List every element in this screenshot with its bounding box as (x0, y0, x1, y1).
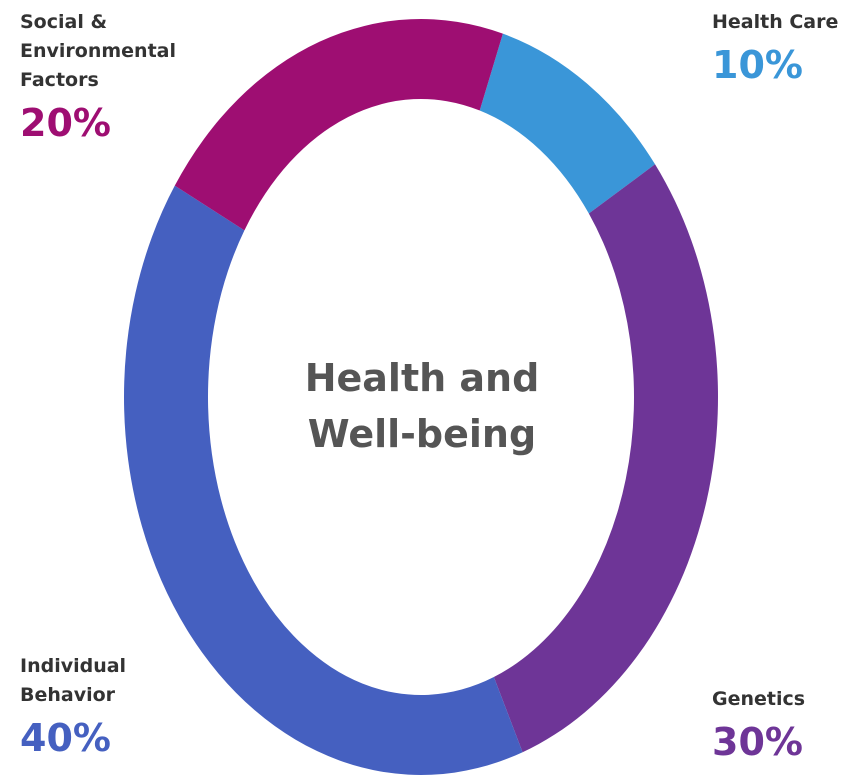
category-name: Social & Environmental Factors (20, 11, 176, 91)
category-name: Genetics (712, 688, 806, 710)
value-label: 20% (20, 101, 111, 145)
donut-segment (174, 19, 503, 231)
value-label: 10% (712, 43, 803, 87)
segment-label: Social & Environmental Factors 20% (20, 8, 220, 147)
category-name: Individual Behavior (20, 655, 127, 706)
segment-label: Genetics 30% (712, 685, 861, 766)
value-label: 40% (20, 716, 111, 760)
category-name: Health Care (712, 11, 839, 33)
segment-label: Individual Behavior 40% (20, 652, 220, 762)
donut-segment (124, 185, 523, 775)
value-label: 30% (712, 720, 803, 764)
donut-segment (479, 33, 656, 214)
center-label: Health and Well-being (304, 356, 540, 456)
donut-segment (493, 164, 718, 753)
segment-label: Health Care 10% (712, 8, 861, 89)
